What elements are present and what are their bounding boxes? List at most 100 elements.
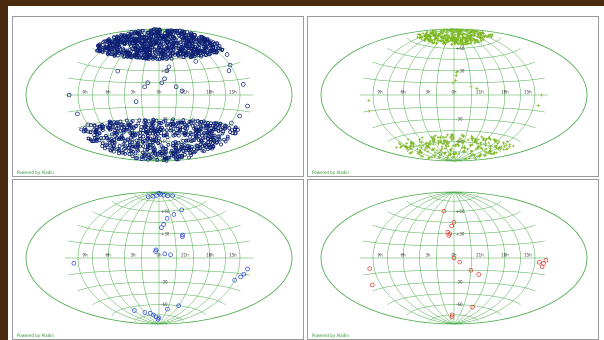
- data-point: [146, 119, 151, 124]
- data-point: [112, 144, 116, 149]
- data-point: [484, 144, 487, 147]
- data-point: [204, 50, 209, 55]
- data-point: [197, 121, 202, 125]
- data-point: [178, 147, 182, 152]
- parallel-line: [387, 211, 521, 223]
- data-point: [451, 81, 455, 85]
- data-point: [457, 259, 463, 265]
- parallel-line: [68, 240, 250, 247]
- data-point: [199, 35, 204, 39]
- data-point: [181, 148, 186, 153]
- data-point: [115, 36, 120, 40]
- data-point: [232, 277, 237, 283]
- data-point: [100, 124, 106, 130]
- data-point: [466, 147, 469, 151]
- data-point: [163, 118, 168, 123]
- data-point: [110, 52, 115, 57]
- data-point: [88, 137, 93, 142]
- data-point: [150, 194, 156, 199]
- data-point: [433, 37, 437, 41]
- sky-map-panel-top-left: 15h 18h 21h 0h 3h 6h 9h +60 +30 -30 -60 Powered by…: [12, 16, 304, 177]
- data-point: [66, 92, 72, 98]
- data-point: [151, 122, 156, 126]
- data-point: [108, 138, 112, 143]
- data-point: [147, 36, 152, 40]
- data-point: [151, 117, 156, 122]
- data-point: [475, 39, 479, 43]
- data-point: [464, 29, 468, 33]
- data-point: [180, 153, 185, 158]
- longitude-tick-label: 18h: [501, 90, 509, 95]
- data-point: [451, 39, 454, 42]
- data-point: [134, 49, 139, 54]
- data-point: [79, 127, 84, 132]
- powered-by-credit[interactable]: Powered by Aladin: [17, 170, 54, 175]
- data-point: [145, 80, 150, 86]
- data-point: [152, 47, 157, 51]
- data-point: [117, 144, 122, 148]
- data-point: [437, 151, 441, 154]
- data-point: [403, 144, 407, 148]
- data-point: [210, 133, 215, 138]
- data-point: [444, 143, 448, 147]
- data-point: [94, 135, 99, 140]
- data-point: [460, 33, 464, 37]
- data-point: [406, 148, 410, 152]
- data-point: [427, 141, 431, 145]
- data-point: [450, 27, 454, 31]
- data-point: [487, 136, 491, 139]
- data-point: [222, 137, 226, 142]
- data-point: [438, 154, 442, 157]
- data-point: [439, 139, 443, 143]
- data-point: [420, 136, 424, 139]
- data-point: [156, 190, 162, 196]
- data-point: [130, 149, 135, 154]
- data-point: [145, 148, 150, 152]
- data-point: [434, 29, 438, 33]
- data-point: [420, 151, 423, 154]
- data-point: [145, 130, 150, 134]
- data-point: [439, 136, 442, 140]
- coordinate-grid: [25, 191, 293, 325]
- data-point: [432, 147, 436, 151]
- data-point: [468, 34, 471, 37]
- data-point: [367, 98, 371, 102]
- powered-by-credit[interactable]: Powered by Aladin: [17, 333, 54, 338]
- data-point: [172, 129, 176, 134]
- parallel-line: [387, 293, 521, 305]
- data-point: [202, 141, 207, 146]
- data-point: [194, 143, 199, 148]
- data-point: [178, 128, 182, 133]
- data-point: [130, 154, 135, 159]
- data-point: [484, 147, 488, 151]
- data-point: [469, 150, 473, 153]
- data-point: [110, 141, 115, 146]
- data-point: [434, 35, 438, 40]
- data-point: [450, 33, 454, 37]
- data-point: [457, 152, 461, 156]
- data-point: [446, 233, 451, 238]
- powered-by-credit[interactable]: Powered by Aladin: [312, 170, 349, 175]
- data-point: [142, 139, 147, 143]
- data-point: [134, 55, 138, 60]
- longitude-tick-label: 15h: [229, 90, 237, 95]
- data-point: [181, 29, 185, 34]
- data-point: [142, 84, 147, 90]
- data-point: [467, 39, 470, 42]
- data-point: [367, 109, 371, 113]
- longitude-tick-label: 3h: [426, 253, 432, 258]
- powered-by-credit[interactable]: Powered by Aladin: [312, 333, 349, 338]
- data-point: [432, 41, 436, 44]
- data-point: [474, 40, 477, 43]
- data-point: [217, 123, 222, 128]
- latitude-tick-label: -60: [456, 139, 463, 144]
- data-point: [465, 33, 469, 37]
- data-point: [181, 144, 185, 149]
- data-point: [116, 137, 121, 141]
- data-point: [190, 44, 194, 49]
- longitude-tick-label: 9h: [378, 253, 384, 258]
- data-point: [225, 134, 230, 139]
- data-point: [435, 38, 439, 42]
- data-point: [451, 152, 455, 155]
